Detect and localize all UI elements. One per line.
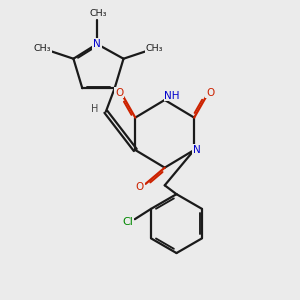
Text: N: N xyxy=(93,39,101,49)
Text: NH: NH xyxy=(164,91,180,100)
Text: O: O xyxy=(136,182,144,192)
Text: O: O xyxy=(206,88,214,98)
Text: CH₃: CH₃ xyxy=(146,44,163,53)
Text: CH₃: CH₃ xyxy=(34,44,51,53)
Text: N: N xyxy=(193,145,201,155)
Text: CH₃: CH₃ xyxy=(90,9,107,18)
Text: Cl: Cl xyxy=(122,217,133,227)
Text: O: O xyxy=(115,88,123,98)
Text: H: H xyxy=(91,104,98,114)
